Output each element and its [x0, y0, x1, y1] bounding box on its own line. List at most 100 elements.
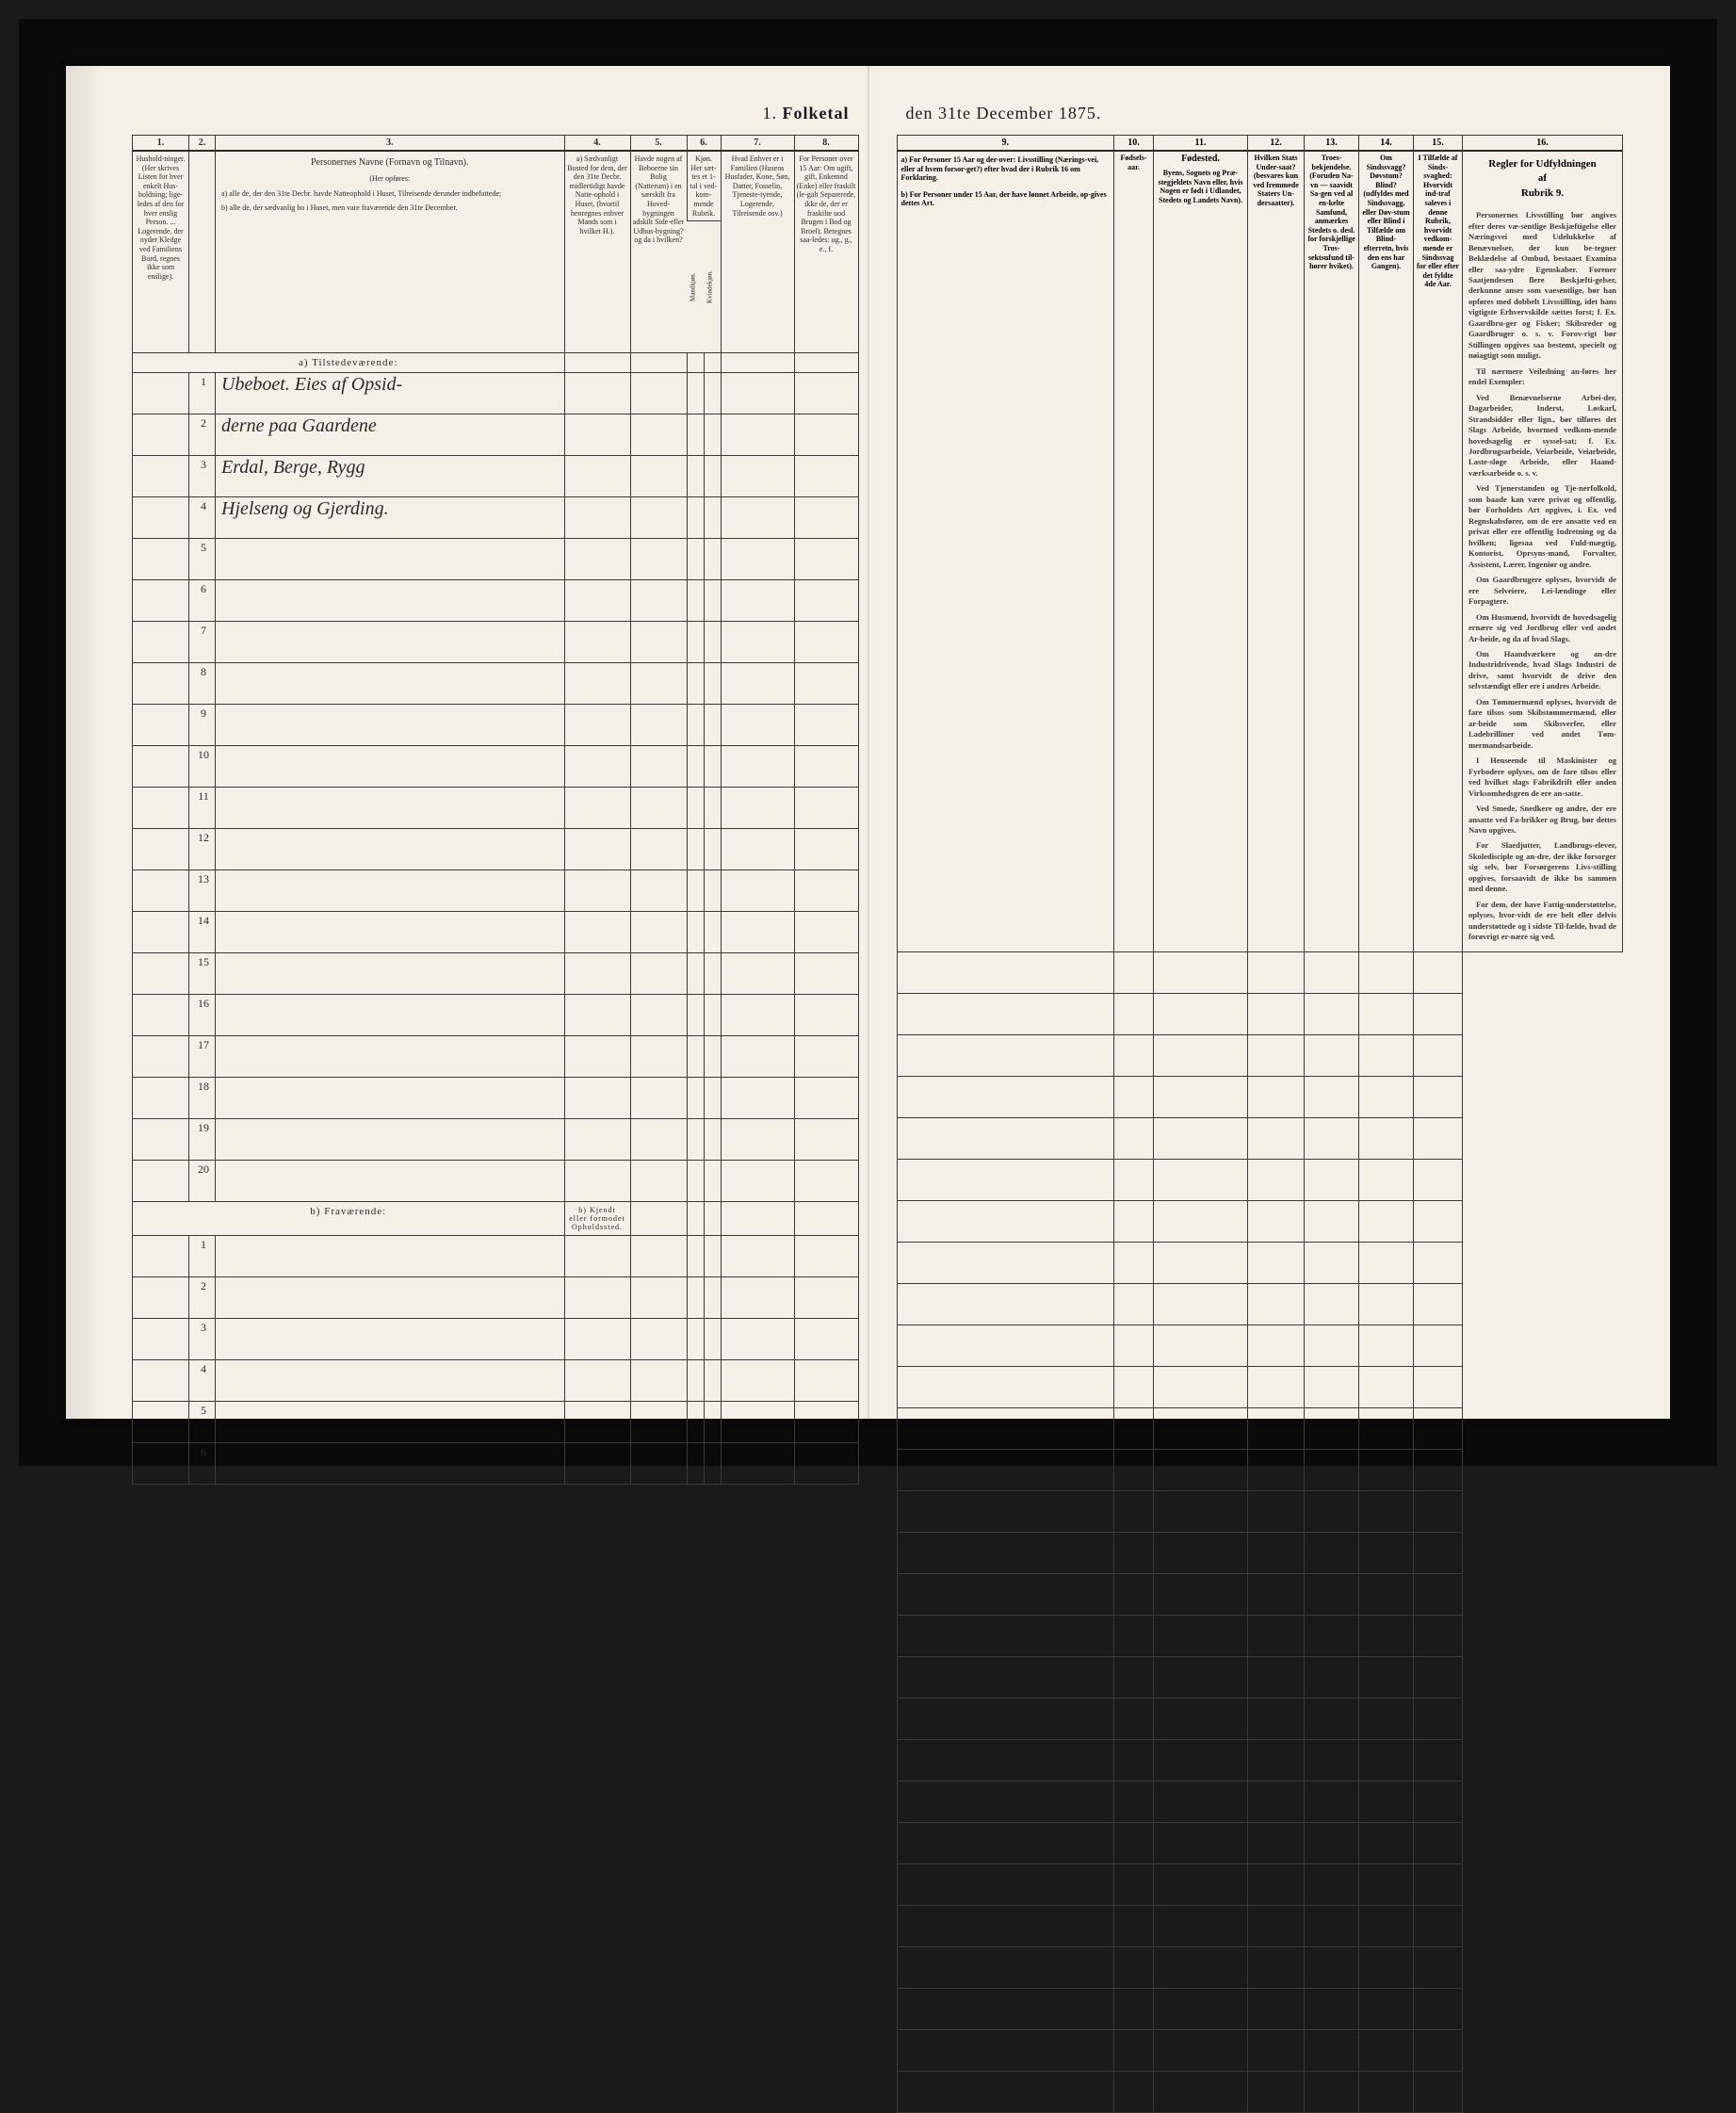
header-row-right: a) For Personer 15 Aar og der-over: Livs…	[897, 151, 1623, 951]
table-row: 16	[133, 995, 859, 1036]
hdr-2	[189, 151, 216, 353]
h16-sub1: af	[1538, 172, 1547, 184]
table-row: 19	[133, 1119, 859, 1161]
table-row	[897, 1780, 1623, 1822]
instruction-paragraph: I Henseende til Maskinister og Fyrbodere…	[1468, 756, 1616, 799]
hdr-3: Personernes Navne (Fornavn og Tilnavn). …	[216, 151, 565, 353]
col-15: 15.	[1414, 136, 1463, 152]
page-title-left: 1. Folketal	[132, 104, 859, 123]
handwritten-entry: Erdal, Berge, Rygg	[221, 457, 365, 478]
col-6: 6.	[687, 136, 721, 152]
table-row: 1Ubeboet. Eies af Opsid-	[133, 373, 859, 414]
scan-frame: 1. Folketal 1. 2. 3. 4. 5. 6. 7. 8. Hush…	[19, 19, 1717, 1466]
instruction-paragraph: Ved Smede, Snedkere og andre, der ere an…	[1468, 804, 1616, 836]
hdr-13: Troes-bekjendelse. (Foruden Na-vn — saav…	[1305, 151, 1359, 951]
handwritten-entry: Hjelseng og Gjerding.	[221, 498, 389, 519]
table-row	[897, 1822, 1623, 1863]
table-row: 5	[133, 1402, 859, 1443]
hdr-4: a) Sædvanligt Bosted for dem, der den 31…	[564, 151, 630, 353]
col-9: 9.	[897, 136, 1114, 152]
table-row: 20	[133, 1161, 859, 1202]
col-16: 16.	[1463, 136, 1623, 152]
table-row	[897, 1656, 1623, 1698]
census-table-right: 9. 10. 11. 12. 13. 14. 15. 16. a) For Pe…	[897, 135, 1624, 2113]
right-page: den 31te December 1875. 9. 10. 11. 12. 1…	[878, 66, 1671, 1419]
table-row: 1	[133, 1236, 859, 1277]
hdr-9a: a) For Personer 15 Aar og der-over: Livs…	[901, 155, 1111, 183]
row-num: 3	[189, 456, 216, 497]
hdr-6: Kjøn. Her sæt-tes et 1-tal i ved-kom-men…	[687, 151, 721, 221]
table-row	[897, 1449, 1623, 1490]
hdr-9b: b) For Personer under 15 Aar, der have l…	[901, 190, 1111, 208]
hdr-14: Om Sindssvagg? Døvstum? Blind? (udfyldes…	[1359, 151, 1414, 951]
table-row: 17	[133, 1036, 859, 1078]
hdr-6a: Mandkjøn.	[687, 221, 704, 353]
row-num: 10	[189, 746, 216, 788]
table-row	[897, 1325, 1623, 1366]
census-table-left: 1. 2. 3. 4. 5. 6. 7. 8. Hushold-ninger. …	[132, 135, 859, 1485]
hdr-3-sub: (Her opføres:	[221, 174, 559, 184]
hdr-10: Fødsels-aar.	[1114, 151, 1154, 951]
header-row-left: Hushold-ninger. (Her skrives Listen for …	[133, 151, 859, 221]
row-num: 14	[189, 912, 216, 953]
table-row	[897, 1739, 1623, 1780]
table-row	[897, 1034, 1623, 1076]
table-row	[897, 1242, 1623, 1283]
col-8: 8.	[794, 136, 858, 152]
rubrik-title: Regler for Udfyldningen af Rubrik 9.	[1463, 152, 1622, 206]
section-a-header: a) Tilstedeværende:	[133, 353, 859, 373]
row-num: 17	[189, 1036, 216, 1078]
row-num: 19	[189, 1119, 216, 1161]
table-row	[897, 1573, 1623, 1615]
instruction-paragraph: Om Haandværkere og an-dre Industridriven…	[1468, 649, 1616, 692]
row-num: 18	[189, 1078, 216, 1119]
col-4: 4.	[564, 136, 630, 152]
table-row: 5	[133, 539, 859, 580]
row-num: 1	[189, 373, 216, 414]
section-b-col4: b) Kjendt eller formodet Opholdssted.	[564, 1202, 630, 1236]
table-row	[897, 1366, 1623, 1407]
title-prefix: 1.	[763, 104, 778, 122]
table-row: 14	[133, 912, 859, 953]
instruction-paragraph: Ved Tjenerstanden og Tje-nerfolkold, som…	[1468, 483, 1616, 570]
title-suffix: den 31te December 1875.	[906, 104, 1102, 122]
table-row: 11	[133, 788, 859, 829]
row-num: 4	[189, 1360, 216, 1402]
handwritten-entry: derne paa Gaardene	[221, 415, 377, 436]
section-b-header: b) Fraværende: b) Kjendt eller formodet …	[133, 1202, 859, 1236]
row-num: 5	[189, 539, 216, 580]
col-7: 7.	[721, 136, 794, 152]
table-row	[897, 1283, 1623, 1325]
table-row: 3	[133, 1319, 859, 1360]
col-12: 12.	[1248, 136, 1305, 152]
ledger-paper: 1. Folketal 1. 2. 3. 4. 5. 6. 7. 8. Hush…	[66, 66, 1670, 1419]
hdr-11: Fødested. Byens, Sognets og Præ-stegjeld…	[1154, 151, 1248, 951]
table-row: 7	[133, 622, 859, 663]
instructions-text: Personernes Livsstilling bør angives eft…	[1463, 206, 1622, 951]
hdr-1: Hushold-ninger. (Her skrives Listen for …	[133, 151, 189, 353]
table-row	[897, 1863, 1623, 1905]
table-row: 12	[133, 829, 859, 870]
table-row	[897, 1076, 1623, 1117]
instruction-paragraph: For dem, der have Fattig-understøttelse,…	[1468, 900, 1616, 943]
row-num: 12	[189, 829, 216, 870]
table-row	[897, 1532, 1623, 1573]
table-row	[897, 2071, 1623, 2112]
column-number-row-right: 9. 10. 11. 12. 13. 14. 15. 16.	[897, 136, 1623, 152]
col-5: 5.	[630, 136, 687, 152]
table-row: 2	[133, 1277, 859, 1319]
row-num: 2	[189, 1277, 216, 1319]
h16-sub2: Rubrik 9.	[1521, 187, 1564, 199]
row-num: 2	[189, 414, 216, 456]
row-num: 5	[189, 1402, 216, 1443]
row-num: 8	[189, 663, 216, 705]
table-row	[897, 1159, 1623, 1200]
instruction-paragraph: Personernes Livsstilling bør angives eft…	[1468, 210, 1616, 362]
row-num: 15	[189, 953, 216, 995]
table-row	[897, 1946, 1623, 1988]
book-spine	[868, 66, 869, 1419]
row-num: 6	[189, 580, 216, 622]
col-11: 11.	[1154, 136, 1248, 152]
row-num: 11	[189, 788, 216, 829]
instruction-paragraph: Om Husmænd, hvorvidt de hovedsagelig ern…	[1468, 612, 1616, 644]
